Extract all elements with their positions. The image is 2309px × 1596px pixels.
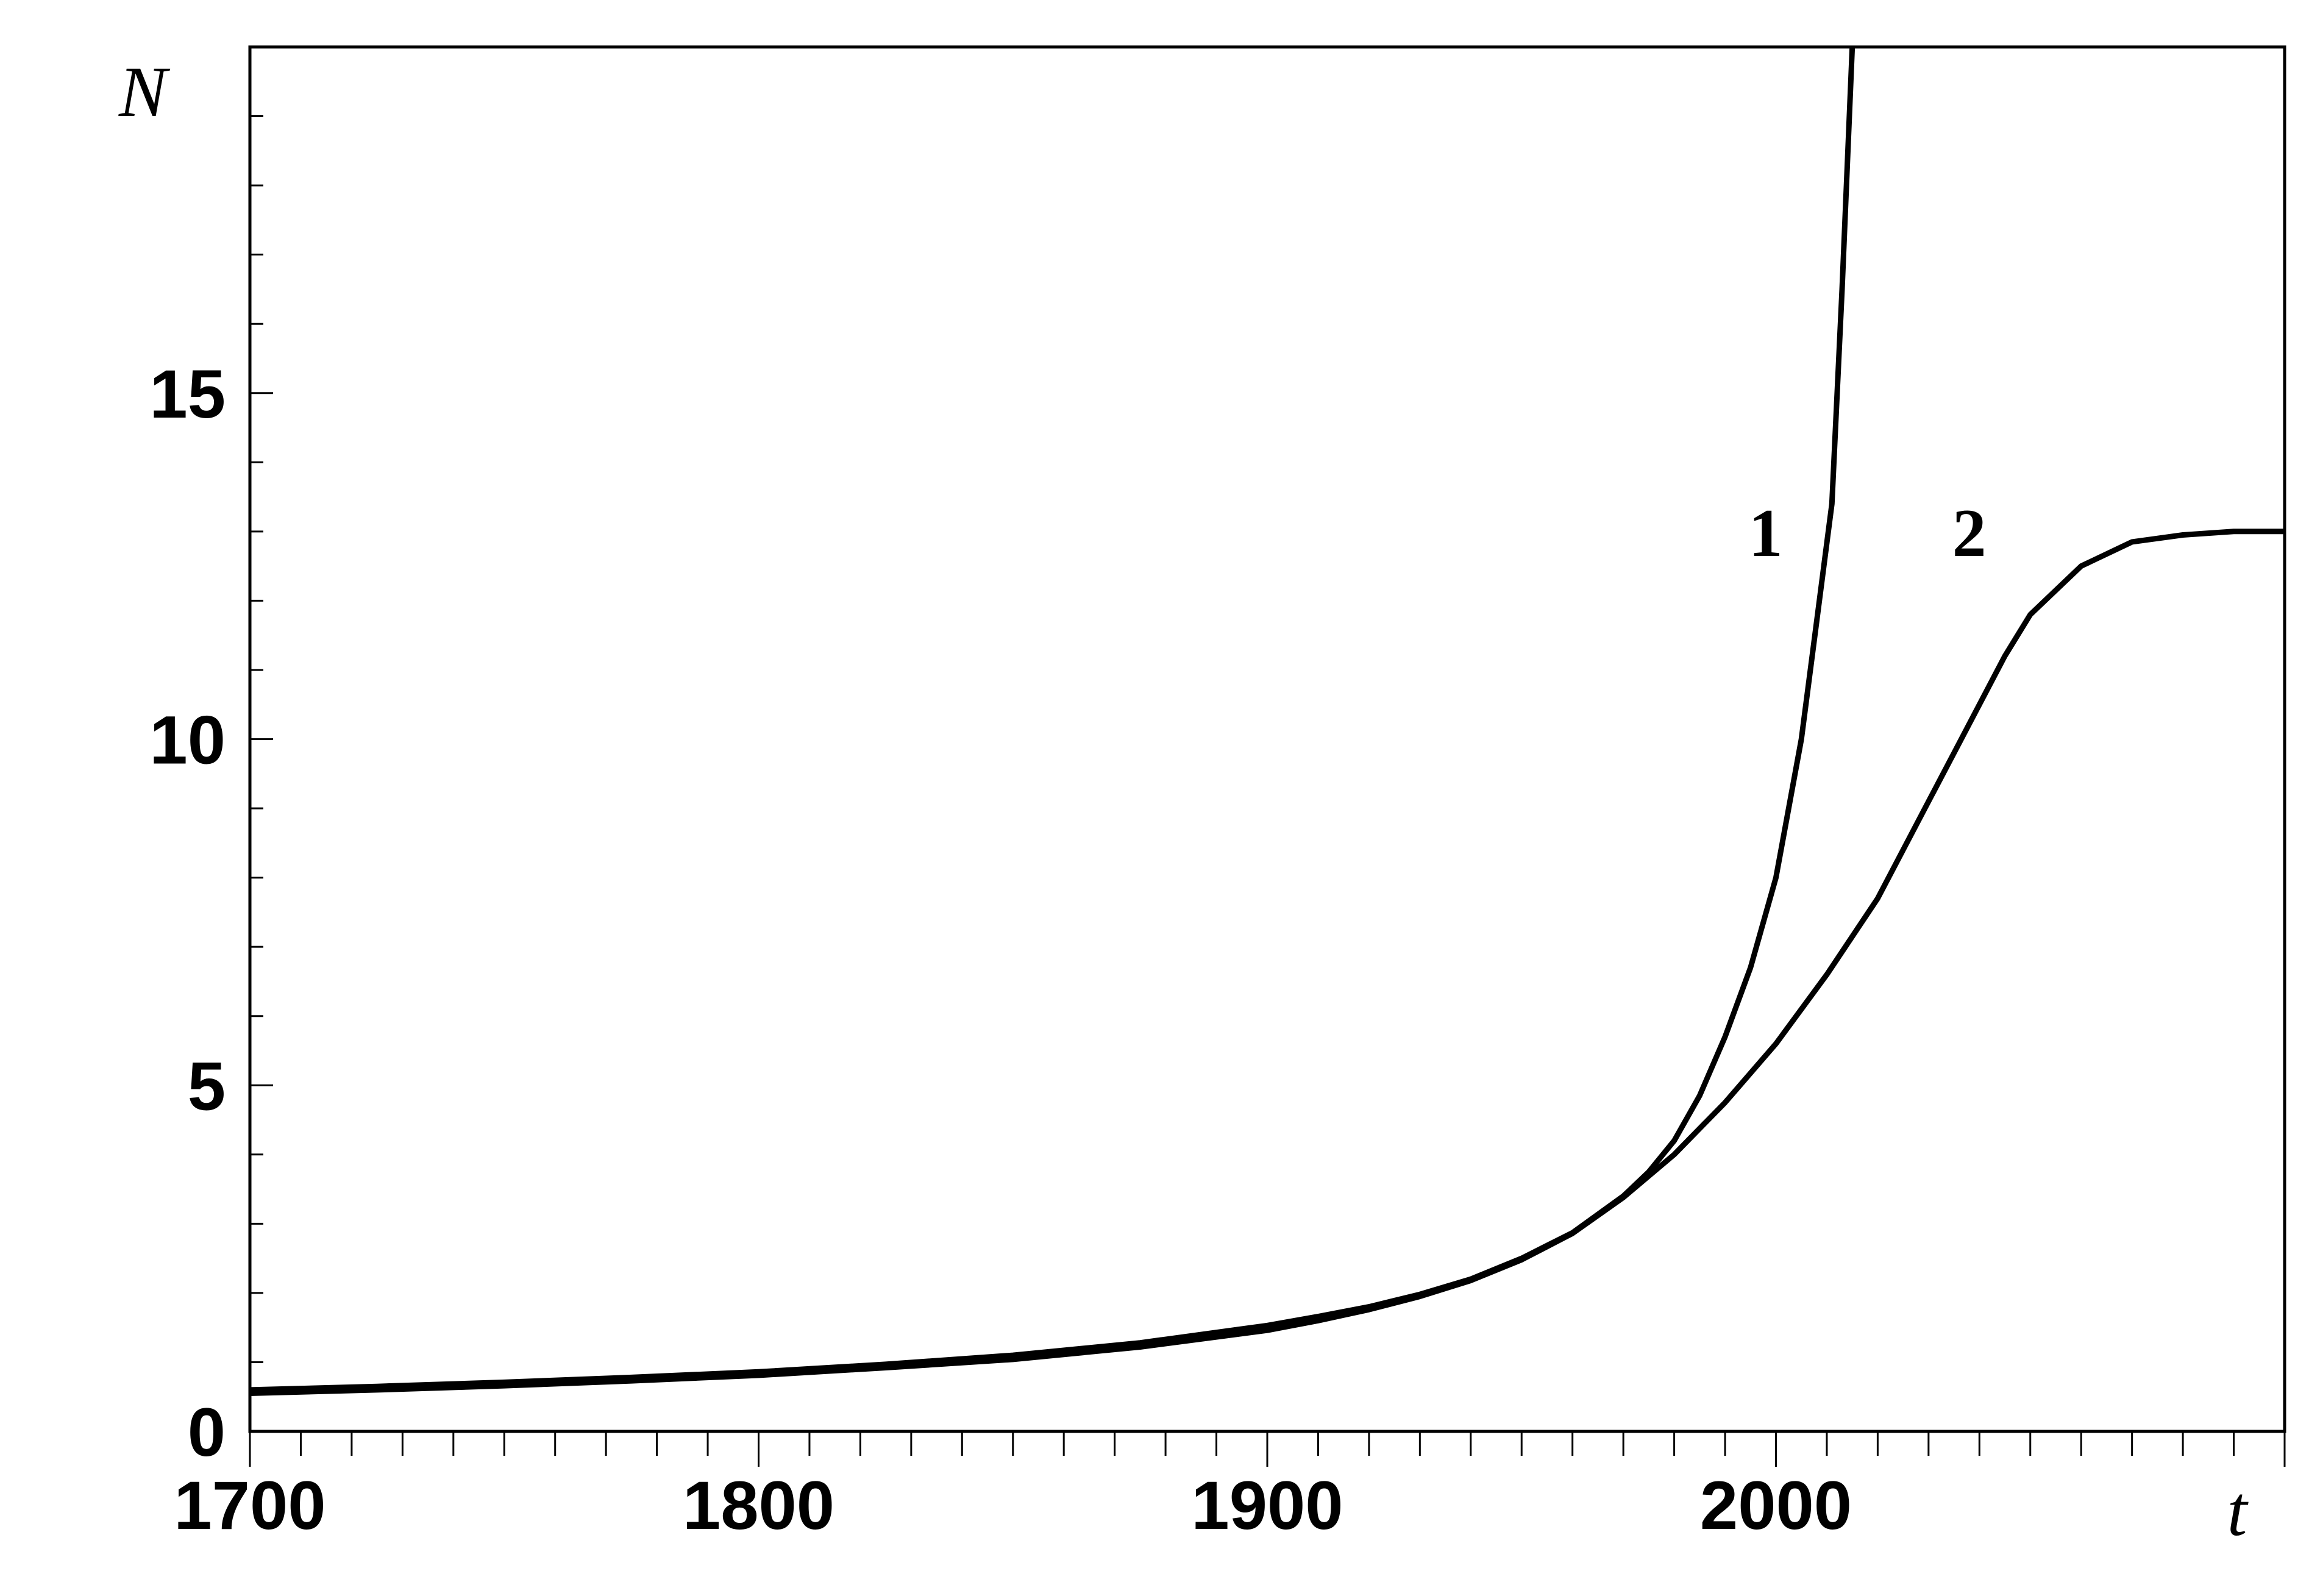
curves-layer — [250, 47, 2285, 1396]
y-tick-label: 15 — [149, 356, 226, 432]
x-tick-label: 1900 — [1191, 1467, 1343, 1544]
plot-frame — [248, 45, 2286, 1433]
x-tick-label: 2000 — [1700, 1467, 1852, 1544]
y-tick-label: 5 — [188, 1048, 226, 1124]
ticks-layer — [249, 46, 2286, 1467]
labels-layer: 1700 1800 1900 2000 0 5 10 15 1 2 — [149, 356, 1986, 1544]
x-tick-label: 1700 — [174, 1467, 326, 1544]
series-label-2: 2 — [1952, 496, 1987, 571]
x-tick-label: 1800 — [683, 1467, 834, 1544]
series-line-2 — [250, 529, 2285, 1396]
series-label-1: 1 — [1749, 496, 1783, 571]
x-axis-title: t — [2227, 1471, 2249, 1551]
y-axis-title: N — [118, 52, 171, 132]
y-tick-label: 0 — [188, 1394, 226, 1470]
series-line-1 — [250, 47, 1855, 1393]
y-tick-label: 10 — [149, 702, 226, 778]
